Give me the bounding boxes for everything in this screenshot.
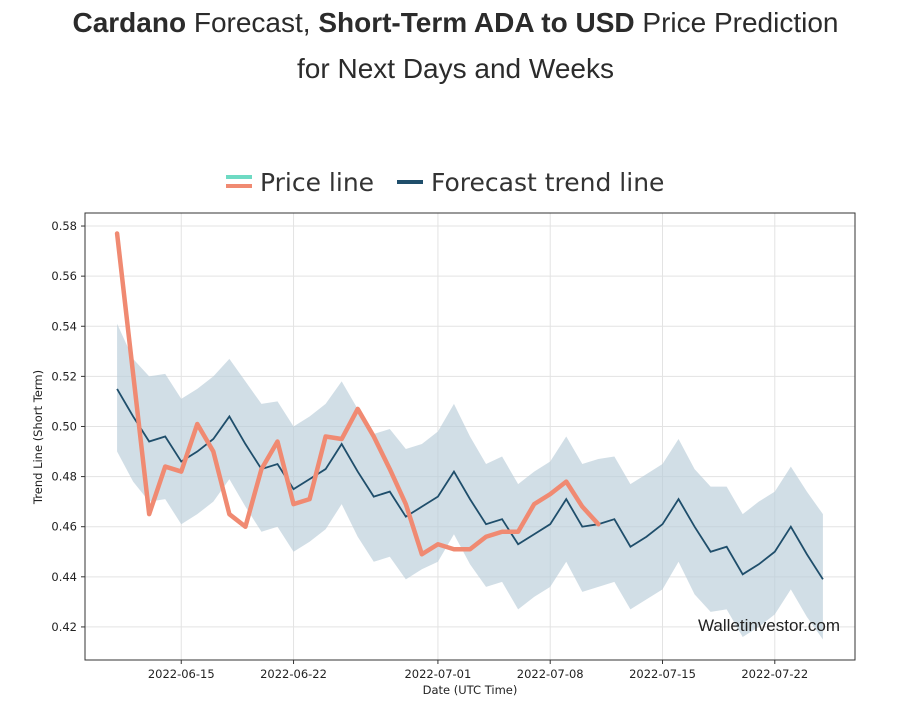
- legend-price-label: Price line: [260, 168, 374, 197]
- title-segment: Cardano: [72, 7, 187, 38]
- title-line-2: for Next Days and Weeks: [297, 53, 614, 84]
- x-tick-label: 2022-06-15: [148, 667, 215, 681]
- y-tick-label: 0.50: [51, 419, 77, 433]
- y-tick-label: 0.42: [51, 620, 77, 634]
- title-segment: Price Prediction: [634, 7, 839, 38]
- x-tick-label: 2022-07-08: [517, 667, 584, 681]
- y-tick-label: 0.56: [51, 269, 77, 283]
- y-tick-label: 0.58: [51, 219, 77, 233]
- x-axis-label: Date (UTC Time): [423, 683, 518, 697]
- price-line: [114, 231, 601, 557]
- y-tick-label: 0.48: [51, 470, 77, 484]
- y-tick-label: 0.54: [51, 319, 77, 333]
- x-tick-label: 2022-07-01: [404, 667, 471, 681]
- grid: [85, 213, 855, 660]
- title-line-1: Cardano Forecast, Short-Term ADA to USD …: [0, 0, 911, 46]
- y-axis-label: Trend Line (Short Term): [31, 370, 45, 505]
- y-tick-label: 0.52: [51, 369, 77, 383]
- y-tick-label: 0.46: [51, 520, 77, 534]
- forecast-confidence-band: [117, 323, 823, 640]
- x-tick-label: 2022-06-22: [260, 667, 327, 681]
- legend-forecast-label: Forecast trend line: [431, 168, 664, 197]
- plot-frame: [84, 212, 856, 661]
- legend: Price line Forecast trend line: [226, 168, 664, 197]
- watermark: Walletinvestor.com: [698, 616, 840, 635]
- forecast-trend-line: [116, 388, 824, 580]
- x-tick-label: 2022-07-15: [629, 667, 696, 681]
- y-tick-label: 0.44: [51, 570, 77, 584]
- x-tick-label: 2022-07-22: [741, 667, 808, 681]
- title-segment: Short-Term ADA to USD: [318, 7, 635, 38]
- title-segment: Forecast,: [186, 7, 319, 38]
